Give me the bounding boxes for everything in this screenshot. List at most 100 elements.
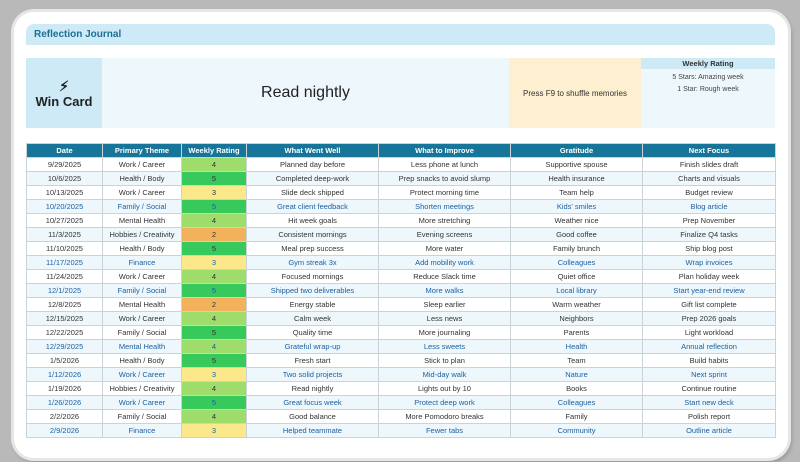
cell[interactable]: Less news	[378, 311, 511, 326]
cell[interactable]: Start new deck	[642, 395, 776, 410]
cell[interactable]: 4	[181, 157, 247, 172]
column-header[interactable]: What to Improve	[378, 143, 511, 158]
cell[interactable]: Meal prep success	[246, 241, 379, 256]
cell[interactable]: Outline article	[642, 423, 776, 438]
cell[interactable]: 12/1/2025	[26, 283, 103, 298]
cell[interactable]: Light workload	[642, 325, 776, 340]
cell[interactable]: 11/10/2025	[26, 241, 103, 256]
cell[interactable]: Health / Body	[102, 241, 182, 256]
cell[interactable]: Finance	[102, 423, 182, 438]
cell[interactable]: Work / Career	[102, 395, 182, 410]
cell[interactable]: Family / Social	[102, 283, 182, 298]
cell[interactable]: Team help	[510, 185, 643, 200]
cell[interactable]: 5	[181, 199, 247, 214]
cell[interactable]: Sleep earlier	[378, 297, 511, 312]
cell[interactable]: Supportive spouse	[510, 157, 643, 172]
cell[interactable]: Read nightly	[246, 381, 379, 396]
cell[interactable]: Start year-end review	[642, 283, 776, 298]
cell[interactable]: Quiet office	[510, 269, 643, 284]
cell[interactable]: Add mobility work	[378, 255, 511, 270]
cell[interactable]: Nature	[510, 367, 643, 382]
cell[interactable]: 11/17/2025	[26, 255, 103, 270]
cell[interactable]: Hobbies / Creativity	[102, 381, 182, 396]
cell[interactable]: 4	[181, 381, 247, 396]
cell[interactable]: Good balance	[246, 409, 379, 424]
cell[interactable]: 1/19/2026	[26, 381, 103, 396]
cell[interactable]: Work / Career	[102, 269, 182, 284]
cell[interactable]: Parents	[510, 325, 643, 340]
cell[interactable]: Slide deck shipped	[246, 185, 379, 200]
cell[interactable]: Charts and visuals	[642, 171, 776, 186]
cell[interactable]: Mental Health	[102, 297, 182, 312]
cell[interactable]: Hit week goals	[246, 213, 379, 228]
cell[interactable]: 4	[181, 339, 247, 354]
cell[interactable]: 2	[181, 227, 247, 242]
cell[interactable]: 5	[181, 325, 247, 340]
cell[interactable]: 2	[181, 297, 247, 312]
cell[interactable]: Prep 2026 goals	[642, 311, 776, 326]
cell[interactable]: More Pomodoro breaks	[378, 409, 511, 424]
cell[interactable]: Evening screens	[378, 227, 511, 242]
cell[interactable]: More water	[378, 241, 511, 256]
cell[interactable]: More stretching	[378, 213, 511, 228]
cell[interactable]: 5	[181, 171, 247, 186]
column-header[interactable]: Next Focus	[642, 143, 776, 158]
cell[interactable]: Gift list complete	[642, 297, 776, 312]
cell[interactable]: Grateful wrap-up	[246, 339, 379, 354]
cell[interactable]: 12/15/2025	[26, 311, 103, 326]
cell[interactable]: Energy stable	[246, 297, 379, 312]
cell[interactable]: Annual reflection	[642, 339, 776, 354]
cell[interactable]: Finish slides draft	[642, 157, 776, 172]
cell[interactable]: 12/8/2025	[26, 297, 103, 312]
cell[interactable]: Work / Career	[102, 367, 182, 382]
cell[interactable]: More walks	[378, 283, 511, 298]
cell[interactable]: Work / Career	[102, 311, 182, 326]
cell[interactable]: Team	[510, 353, 643, 368]
cell[interactable]: Continue routine	[642, 381, 776, 396]
cell[interactable]: 2/9/2026	[26, 423, 103, 438]
cell[interactable]: Gym streak 3x	[246, 255, 379, 270]
cell[interactable]: Stick to plan	[378, 353, 511, 368]
cell[interactable]: 3	[181, 423, 247, 438]
cell[interactable]: Shipped two deliverables	[246, 283, 379, 298]
cell[interactable]: 11/24/2025	[26, 269, 103, 284]
cell[interactable]: Build habits	[642, 353, 776, 368]
cell[interactable]: Colleagues	[510, 395, 643, 410]
cell[interactable]: 10/13/2025	[26, 185, 103, 200]
cell[interactable]: Mental Health	[102, 339, 182, 354]
cell[interactable]: Community	[510, 423, 643, 438]
cell[interactable]: Good coffee	[510, 227, 643, 242]
cell[interactable]: 1/26/2026	[26, 395, 103, 410]
cell[interactable]: Work / Career	[102, 185, 182, 200]
cell[interactable]: Reduce Slack time	[378, 269, 511, 284]
cell[interactable]: Less phone at lunch	[378, 157, 511, 172]
cell[interactable]: Fresh start	[246, 353, 379, 368]
cell[interactable]: Family	[510, 409, 643, 424]
cell[interactable]: Colleagues	[510, 255, 643, 270]
cell[interactable]: Plan holiday week	[642, 269, 776, 284]
cell[interactable]: 5	[181, 283, 247, 298]
cell[interactable]: Family / Social	[102, 409, 182, 424]
cell[interactable]: Weather nice	[510, 213, 643, 228]
cell[interactable]: Shorten meetings	[378, 199, 511, 214]
cell[interactable]: Consistent mornings	[246, 227, 379, 242]
column-header[interactable]: Primary Theme	[102, 143, 182, 158]
cell[interactable]: Family / Social	[102, 325, 182, 340]
cell[interactable]: Calm week	[246, 311, 379, 326]
cell[interactable]: Lights out by 10	[378, 381, 511, 396]
cell[interactable]: 12/22/2025	[26, 325, 103, 340]
cell[interactable]: Hobbies / Creativity	[102, 227, 182, 242]
cell[interactable]: Family brunch	[510, 241, 643, 256]
cell[interactable]: Wrap invoices	[642, 255, 776, 270]
cell[interactable]: Planned day before	[246, 157, 379, 172]
cell[interactable]: Family / Social	[102, 199, 182, 214]
cell[interactable]: Fewer tabs	[378, 423, 511, 438]
cell[interactable]: Health	[510, 339, 643, 354]
cell[interactable]: 1/5/2026	[26, 353, 103, 368]
cell[interactable]: 1/12/2026	[26, 367, 103, 382]
column-header[interactable]: Date	[26, 143, 103, 158]
cell[interactable]: Quality time	[246, 325, 379, 340]
cell[interactable]: 4	[181, 311, 247, 326]
cell[interactable]: Books	[510, 381, 643, 396]
cell[interactable]: Ship blog post	[642, 241, 776, 256]
